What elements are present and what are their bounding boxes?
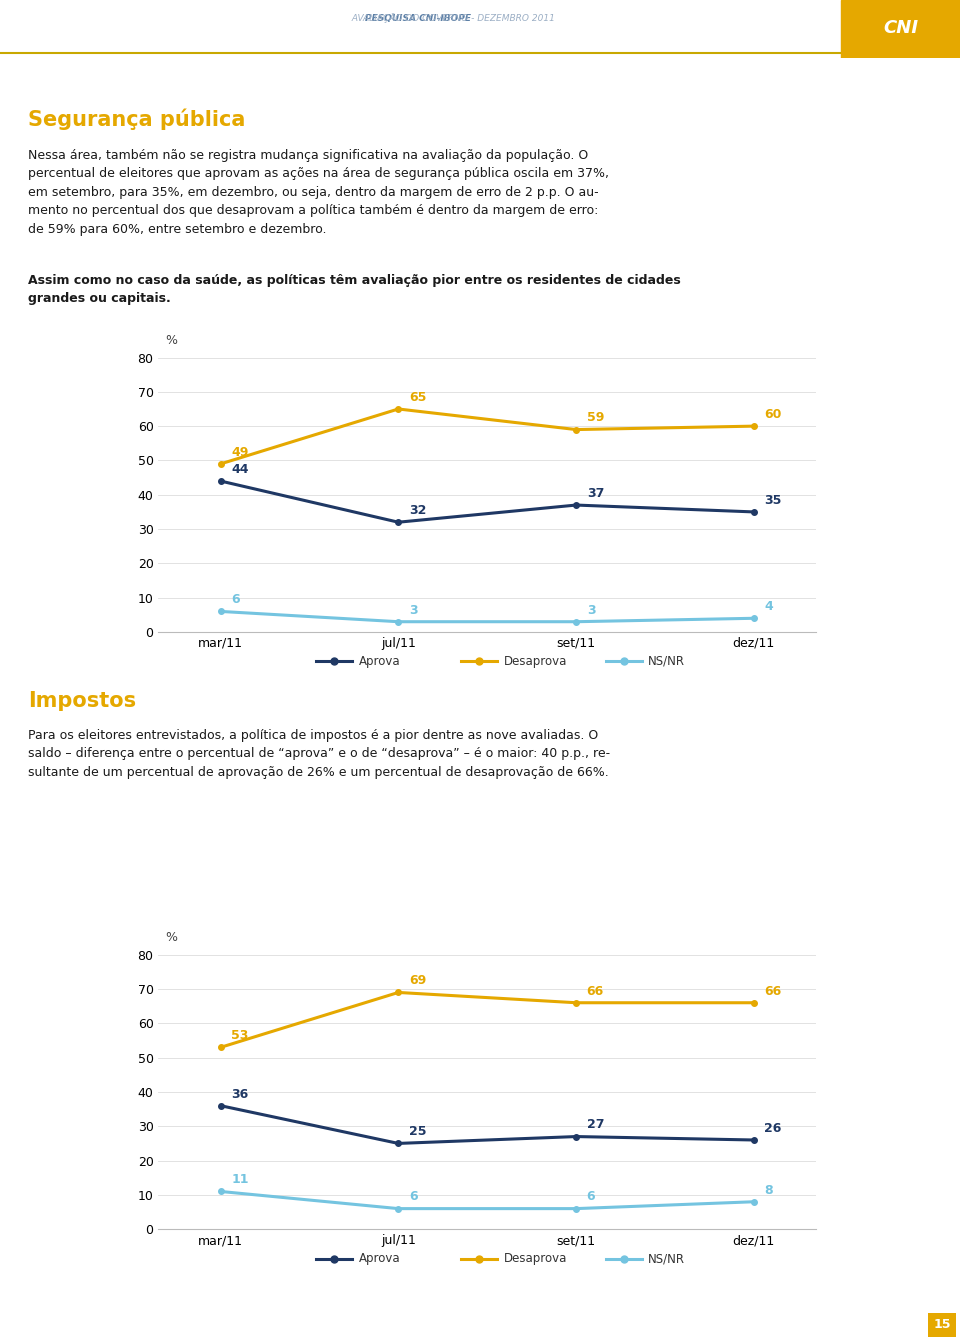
Text: 6: 6 [231,593,240,607]
Text: 49: 49 [231,446,249,459]
Text: Segurança pública: Segurança pública [28,108,246,130]
Text: %: % [165,335,178,347]
Text: Aprova: Aprova [359,1252,400,1265]
Text: Desaprova: Desaprova [504,655,567,668]
Text: 11: 11 [231,1173,249,1186]
Text: NS/NR: NS/NR [648,1252,685,1265]
Text: 37: 37 [587,487,604,499]
Text: Para os eleitores entrevistados, a política de impostos é a pior dentre as nove : Para os eleitores entrevistados, a polít… [28,728,611,779]
Text: 32: 32 [409,503,426,517]
Text: PESQUISA CNI-IBOPE: PESQUISA CNI-IBOPE [365,13,470,23]
Text: 66: 66 [764,984,781,998]
Text: 8: 8 [764,1184,773,1197]
Text: 3: 3 [587,604,595,616]
Text: 66: 66 [587,984,604,998]
Text: 35: 35 [764,494,781,506]
Text: Assim como no caso da saúde, as políticas têm avaliação pior entre os residentes: Assim como no caso da saúde, as política… [28,273,681,305]
Bar [841,0,960,58]
Text: CNI: CNI [883,19,918,36]
Text: 60: 60 [764,408,781,420]
Text: 6: 6 [587,1190,595,1204]
Text: 25: 25 [409,1125,426,1138]
Text: 27: 27 [587,1118,604,1131]
Text: AVALIAÇÃO DO GOVERNO - DEZEMBRO 2011: AVALIAÇÃO DO GOVERNO - DEZEMBRO 2011 [280,13,555,23]
Text: 15: 15 [933,1319,950,1331]
Text: 26: 26 [764,1122,781,1135]
Text: 36: 36 [231,1087,249,1101]
Text: Desaprova: Desaprova [504,1252,567,1265]
Text: %: % [165,932,178,944]
Text: 4: 4 [764,600,773,613]
Text: 44: 44 [231,463,249,475]
Text: Aprova: Aprova [359,655,400,668]
Text: Impostos: Impostos [28,691,136,711]
Text: 59: 59 [587,411,604,424]
Text: NS/NR: NS/NR [648,655,685,668]
Text: 65: 65 [409,391,426,404]
Text: 3: 3 [409,604,418,616]
Text: Nessa área, também não se registra mudança significativa na avaliação da populaç: Nessa área, também não se registra mudan… [28,149,609,236]
Text: 6: 6 [409,1190,418,1204]
Text: 69: 69 [409,975,426,987]
Text: 53: 53 [231,1030,249,1042]
